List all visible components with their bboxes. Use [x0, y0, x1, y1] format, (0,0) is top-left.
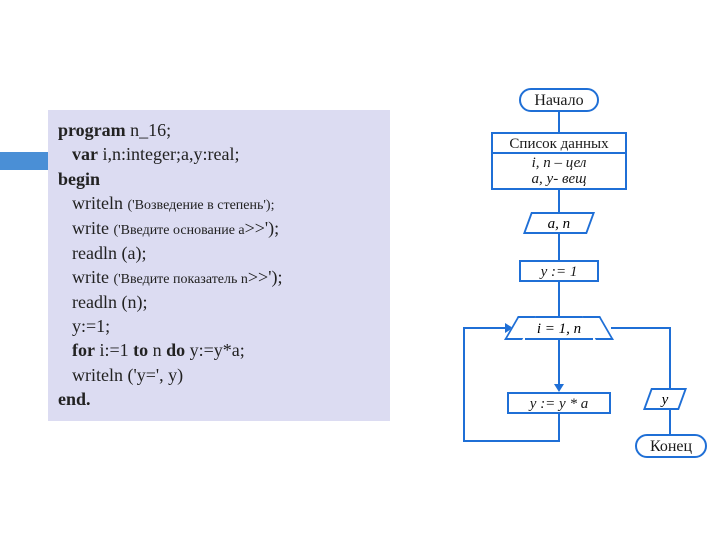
code-line: begin: [58, 167, 380, 191]
arrow-down-icon: [554, 384, 564, 392]
connector: [669, 327, 671, 388]
kw-to: to: [133, 340, 148, 360]
code-line: program n_16;: [58, 118, 380, 142]
kw-for: for: [72, 340, 95, 360]
flowchart: Начало Список данных i, n – цел a, y- ве…: [415, 88, 715, 538]
flow-data-line1: i, n – цел: [532, 155, 587, 171]
code-line: for i:=1 to n do y:=y*a;: [58, 338, 380, 362]
flow-data-vars: i, n – цел a, y- вещ: [491, 154, 627, 190]
code-line: writeln ('Возведение в степень');: [58, 191, 380, 216]
connector: [558, 112, 560, 132]
code-listing: program n_16; var i,n:integer;a,y:real; …: [48, 110, 390, 421]
code-line: end.: [58, 387, 380, 411]
code-line: var i,n:integer;a,y:real;: [58, 142, 380, 166]
code-line: write ('Введите показатель n>>');: [58, 265, 380, 290]
flow-body-label: y := y * a: [530, 396, 588, 412]
flow-loop-label: i = 1, n: [537, 321, 581, 337]
flow-data-header: Список данных: [491, 132, 627, 154]
code-line: readln (n);: [58, 290, 380, 314]
code-line: readln (a);: [58, 241, 380, 265]
side-stripe: [0, 152, 50, 170]
flow-init: y := 1: [519, 260, 599, 282]
connector: [558, 190, 560, 212]
connector: [611, 327, 671, 329]
flow-start: Начало: [519, 88, 599, 112]
code-line: y:=1;: [58, 314, 380, 338]
kw-do: do: [166, 340, 185, 360]
flow-output-label: y: [661, 390, 668, 410]
flow-start-label: Начало: [534, 92, 583, 109]
flow-input: a, n: [523, 212, 595, 234]
flow-data-line2: a, y- вещ: [532, 171, 587, 187]
flow-loop: i = 1, n: [525, 316, 593, 340]
flow-body: y := y * a: [507, 392, 611, 414]
flow-input-label: a, n: [547, 214, 570, 234]
kw-begin: begin: [58, 169, 100, 189]
code-line: write ('Введите основание а>>');: [58, 216, 380, 241]
connector: [463, 440, 560, 442]
connector: [558, 414, 560, 440]
code-line: writeln ('y=', y): [58, 363, 380, 387]
kw-program: program: [58, 120, 126, 140]
connector: [558, 340, 560, 386]
connector: [558, 282, 560, 316]
flow-output: y: [643, 388, 687, 410]
connector: [669, 410, 671, 434]
kw-var: var: [72, 144, 98, 164]
flow-end: Конец: [635, 434, 707, 458]
connector: [558, 234, 560, 260]
connector: [463, 327, 507, 329]
flow-data-title: Список данных: [509, 136, 608, 152]
connector: [463, 327, 465, 442]
flow-end-label: Конец: [650, 438, 692, 455]
kw-end: end.: [58, 389, 91, 409]
flow-init-label: y := 1: [541, 264, 578, 280]
